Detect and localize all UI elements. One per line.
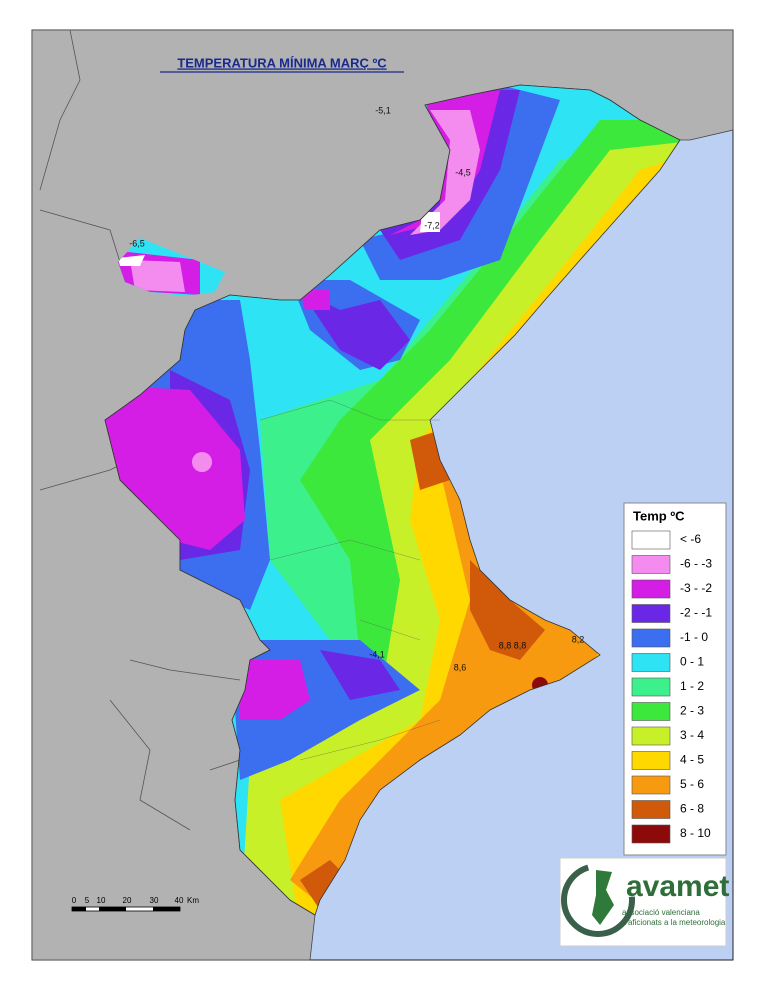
legend-label: 6 - 8 [680,802,704,816]
legend-label: 3 - 4 [680,728,704,742]
legend-label: 5 - 6 [680,777,704,791]
legend-items: < -6 -6 - -3 -3 - -2 -2 - -1 -1 - 0 0 - 1 1 - … [631,530,712,844]
scale-label: 0 [72,896,77,905]
legend-swatch [631,751,671,770]
scale-label: 30 [150,896,159,905]
legend-swatch [631,555,671,574]
legend-title: Temp ºC [633,508,685,523]
legend-swatch [631,604,671,623]
legend-swatch [631,775,671,795]
legend-label: 8 - 10 [680,826,711,840]
legend-label: -1 - 0 [680,630,708,644]
legend-swatch [631,800,671,819]
region-outline [104,84,681,916]
station-label: 8,8 [499,640,512,650]
logo-shape [592,870,614,925]
legend-swatch [631,677,671,697]
legend-swatch [631,702,671,721]
scale-label: 20 [123,896,132,905]
zone [192,452,212,472]
legend-label: < -6 [680,532,701,546]
legend-swatch [631,530,671,550]
scale-segment [99,907,126,911]
logo-tagline: d'aficionats a la meteorologia [622,918,726,927]
zone [170,90,520,700]
legend-swatch [631,726,671,746]
logo-ring [561,863,635,937]
station-label: -5,1 [375,105,391,115]
legend-swatch [631,824,671,844]
legend-swatch [631,653,671,672]
station-label: -4,1 [369,649,385,659]
station-label: 8,2 [572,634,585,644]
border-line [39,29,241,831]
station-labels: -5,1 -4,5 -7,2 -6,5 -4,1 8,8 8,8 8,6 8,2 [129,105,584,672]
station-label: -7,2 [424,220,440,230]
station-label: 8,6 [454,662,467,672]
scale-label: 40 [175,896,184,905]
logo-tagline: associació valenciana [622,908,700,917]
legend-label: -2 - -1 [680,606,712,620]
scale-bar: 0 5 10 20 30 40 Km [71,896,199,912]
legend-swatch [631,628,671,648]
scale-label: Km [187,896,199,905]
legend-label: -6 - -3 [680,557,712,571]
legend-label: 2 - 3 [680,704,704,718]
station-label: 8,8 [514,640,527,650]
station-label: -4,5 [455,167,471,177]
legend-label: -3 - -2 [680,581,712,595]
zone [130,110,480,292]
scale-label: 10 [97,896,106,905]
station-label: -6,5 [129,238,145,248]
map-title: TEMPERATURA MÍNIMA MARÇ ºC [177,55,387,70]
legend-label: 1 - 2 [680,679,704,693]
legend-label: 0 - 1 [680,655,704,669]
legend-label: 4 - 5 [680,753,704,767]
scale-label: 5 [85,896,90,905]
scale-segment [153,907,180,911]
county-line [259,399,441,761]
logo-name: avamet [626,870,729,903]
zone [105,85,560,780]
scale-segment [72,907,86,911]
legend-swatch [631,579,671,599]
